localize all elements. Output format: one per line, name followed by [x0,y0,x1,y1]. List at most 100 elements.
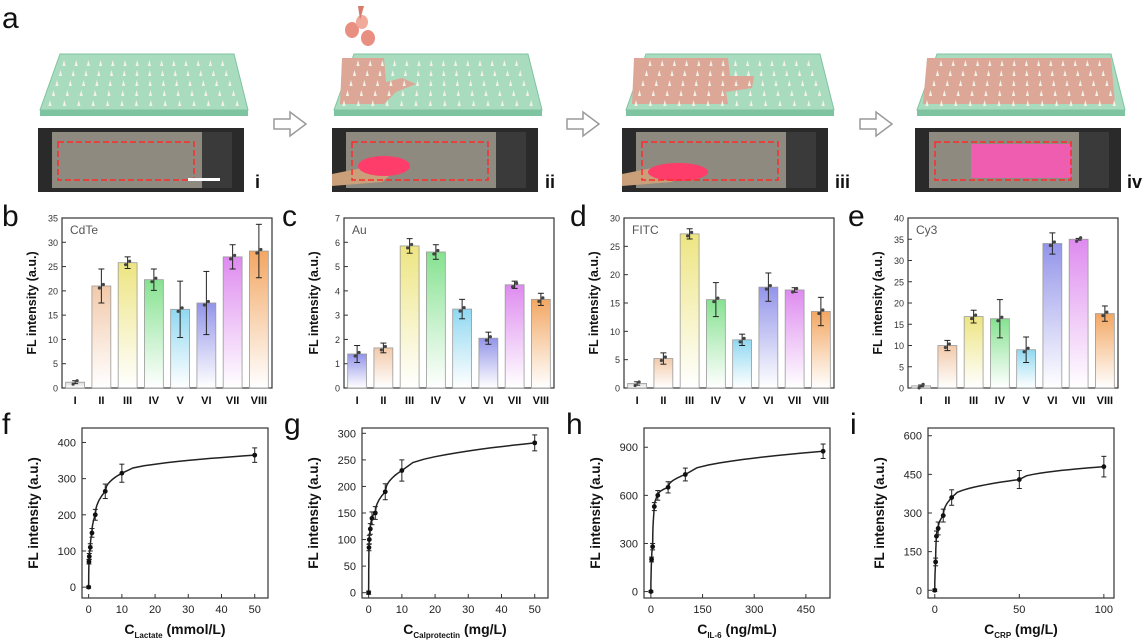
microneedle-spike [373,90,377,96]
microneedle-spike [663,100,667,106]
microneedle-spike [417,60,421,66]
microneedle-spike [235,100,239,106]
x-tick-label: III [969,395,978,407]
panel-letter-g: g [284,408,301,441]
y-tick-label: 15 [48,311,58,321]
y-tick-label: 5 [615,355,620,365]
fluorescence-photo-4 [915,128,1121,192]
microneedle-spike [1112,100,1116,106]
microneedle-spike [1037,60,1041,66]
microneedle-spike [415,90,419,96]
microneedle-spike [380,60,384,66]
microneedle-spike [486,100,490,106]
microneedle-spike [1025,90,1030,96]
fluorescence-photo-2 [332,128,538,192]
y-tick-label: 5 [335,262,340,272]
microneedle-spike [1040,100,1044,106]
microneedle-spike [62,60,66,66]
x-tick-label: II [660,395,666,407]
microneedle-spike [648,100,652,106]
y-axis-label: FL intensity (a.u.) [25,251,39,354]
data-point [947,342,951,346]
y-axis-label: FL intensity (a.u.) [587,251,601,354]
microneedle-spike [429,60,433,66]
microneedle-spike [637,90,642,96]
microneedle-spike [672,60,676,66]
bar [144,279,164,389]
microneedle-spike [685,60,689,66]
data-point [712,300,716,304]
microneedle-spike [402,80,406,86]
microneedle-spike [792,100,796,106]
microneedle-spike [1108,90,1113,96]
y-tick-label: 0 [916,585,922,597]
microneedle-spike [734,70,738,76]
microneedle-spike [1101,70,1105,76]
data-point [92,512,98,518]
microneedle-spike [106,100,110,106]
microneedle-spike [648,60,652,66]
coating-region [340,58,416,104]
data-point [488,335,492,339]
step-label-i: i [255,172,261,192]
microneedle-spike [149,100,153,106]
y-tick-label: 150 [904,547,922,559]
fluorescence-photo-1 [38,128,244,192]
microneedle-spike [1098,100,1102,106]
data-point [382,489,388,495]
microneedle-spike [708,70,712,76]
data-point [86,584,92,590]
data-point [1000,315,1004,319]
data-point [820,448,826,454]
microneedle-spike [665,90,669,96]
bar [1095,313,1115,389]
microneedle-spike [378,70,382,76]
panel-letter-f: f [2,408,11,441]
microneedle-spike [515,100,519,106]
microneedle-spike [764,100,768,106]
microneedle-spike [161,80,165,86]
process-arrow-icon-2 [566,110,601,138]
microneedle-spike [522,80,526,86]
microneedle-spike [204,90,208,96]
chip-edge [626,110,834,116]
microneedle-spike [48,100,52,106]
microneedle-spike [108,80,112,86]
microneedle-spike [172,60,176,66]
data-point [87,544,93,550]
x-tick-label: I [636,395,639,407]
data-point [366,537,372,542]
microneedle-spike [959,80,963,86]
microneedle-spike [455,80,459,86]
x-tick-label: VI [763,395,773,407]
microneedle-spike [173,70,177,76]
microneedle-spike [51,90,56,96]
microneedle-spike [208,60,212,66]
microneedle-spike [999,70,1003,76]
plot-frame [343,217,555,389]
microneedle-spike [932,80,936,86]
microneedle-spike [107,90,111,96]
y-axis-label: FL intensity (a.u.) [588,457,603,569]
microneedle-spike [670,70,674,76]
microneedle-spike [525,90,530,96]
microneedle-spike [1000,60,1004,66]
microneedle-spike [509,80,513,86]
microneedle-spike [1053,90,1057,96]
y-tick-label: 100 [338,535,356,547]
microneedle-spike [814,80,818,86]
inset-label: Au [352,223,367,237]
y-tick-label: 10 [610,327,620,337]
x-tick-label: II [944,395,950,407]
y-tick-label: 15 [894,320,904,330]
microneedle-spike [1012,90,1016,96]
x-tick-label: III [685,395,694,407]
panel-letter-a: a [2,2,19,35]
microneedle-spike [1065,80,1069,86]
microneedle-spike [747,80,751,86]
microneedle-spike [186,70,190,76]
data-point [970,317,974,321]
data-point [1026,346,1030,350]
